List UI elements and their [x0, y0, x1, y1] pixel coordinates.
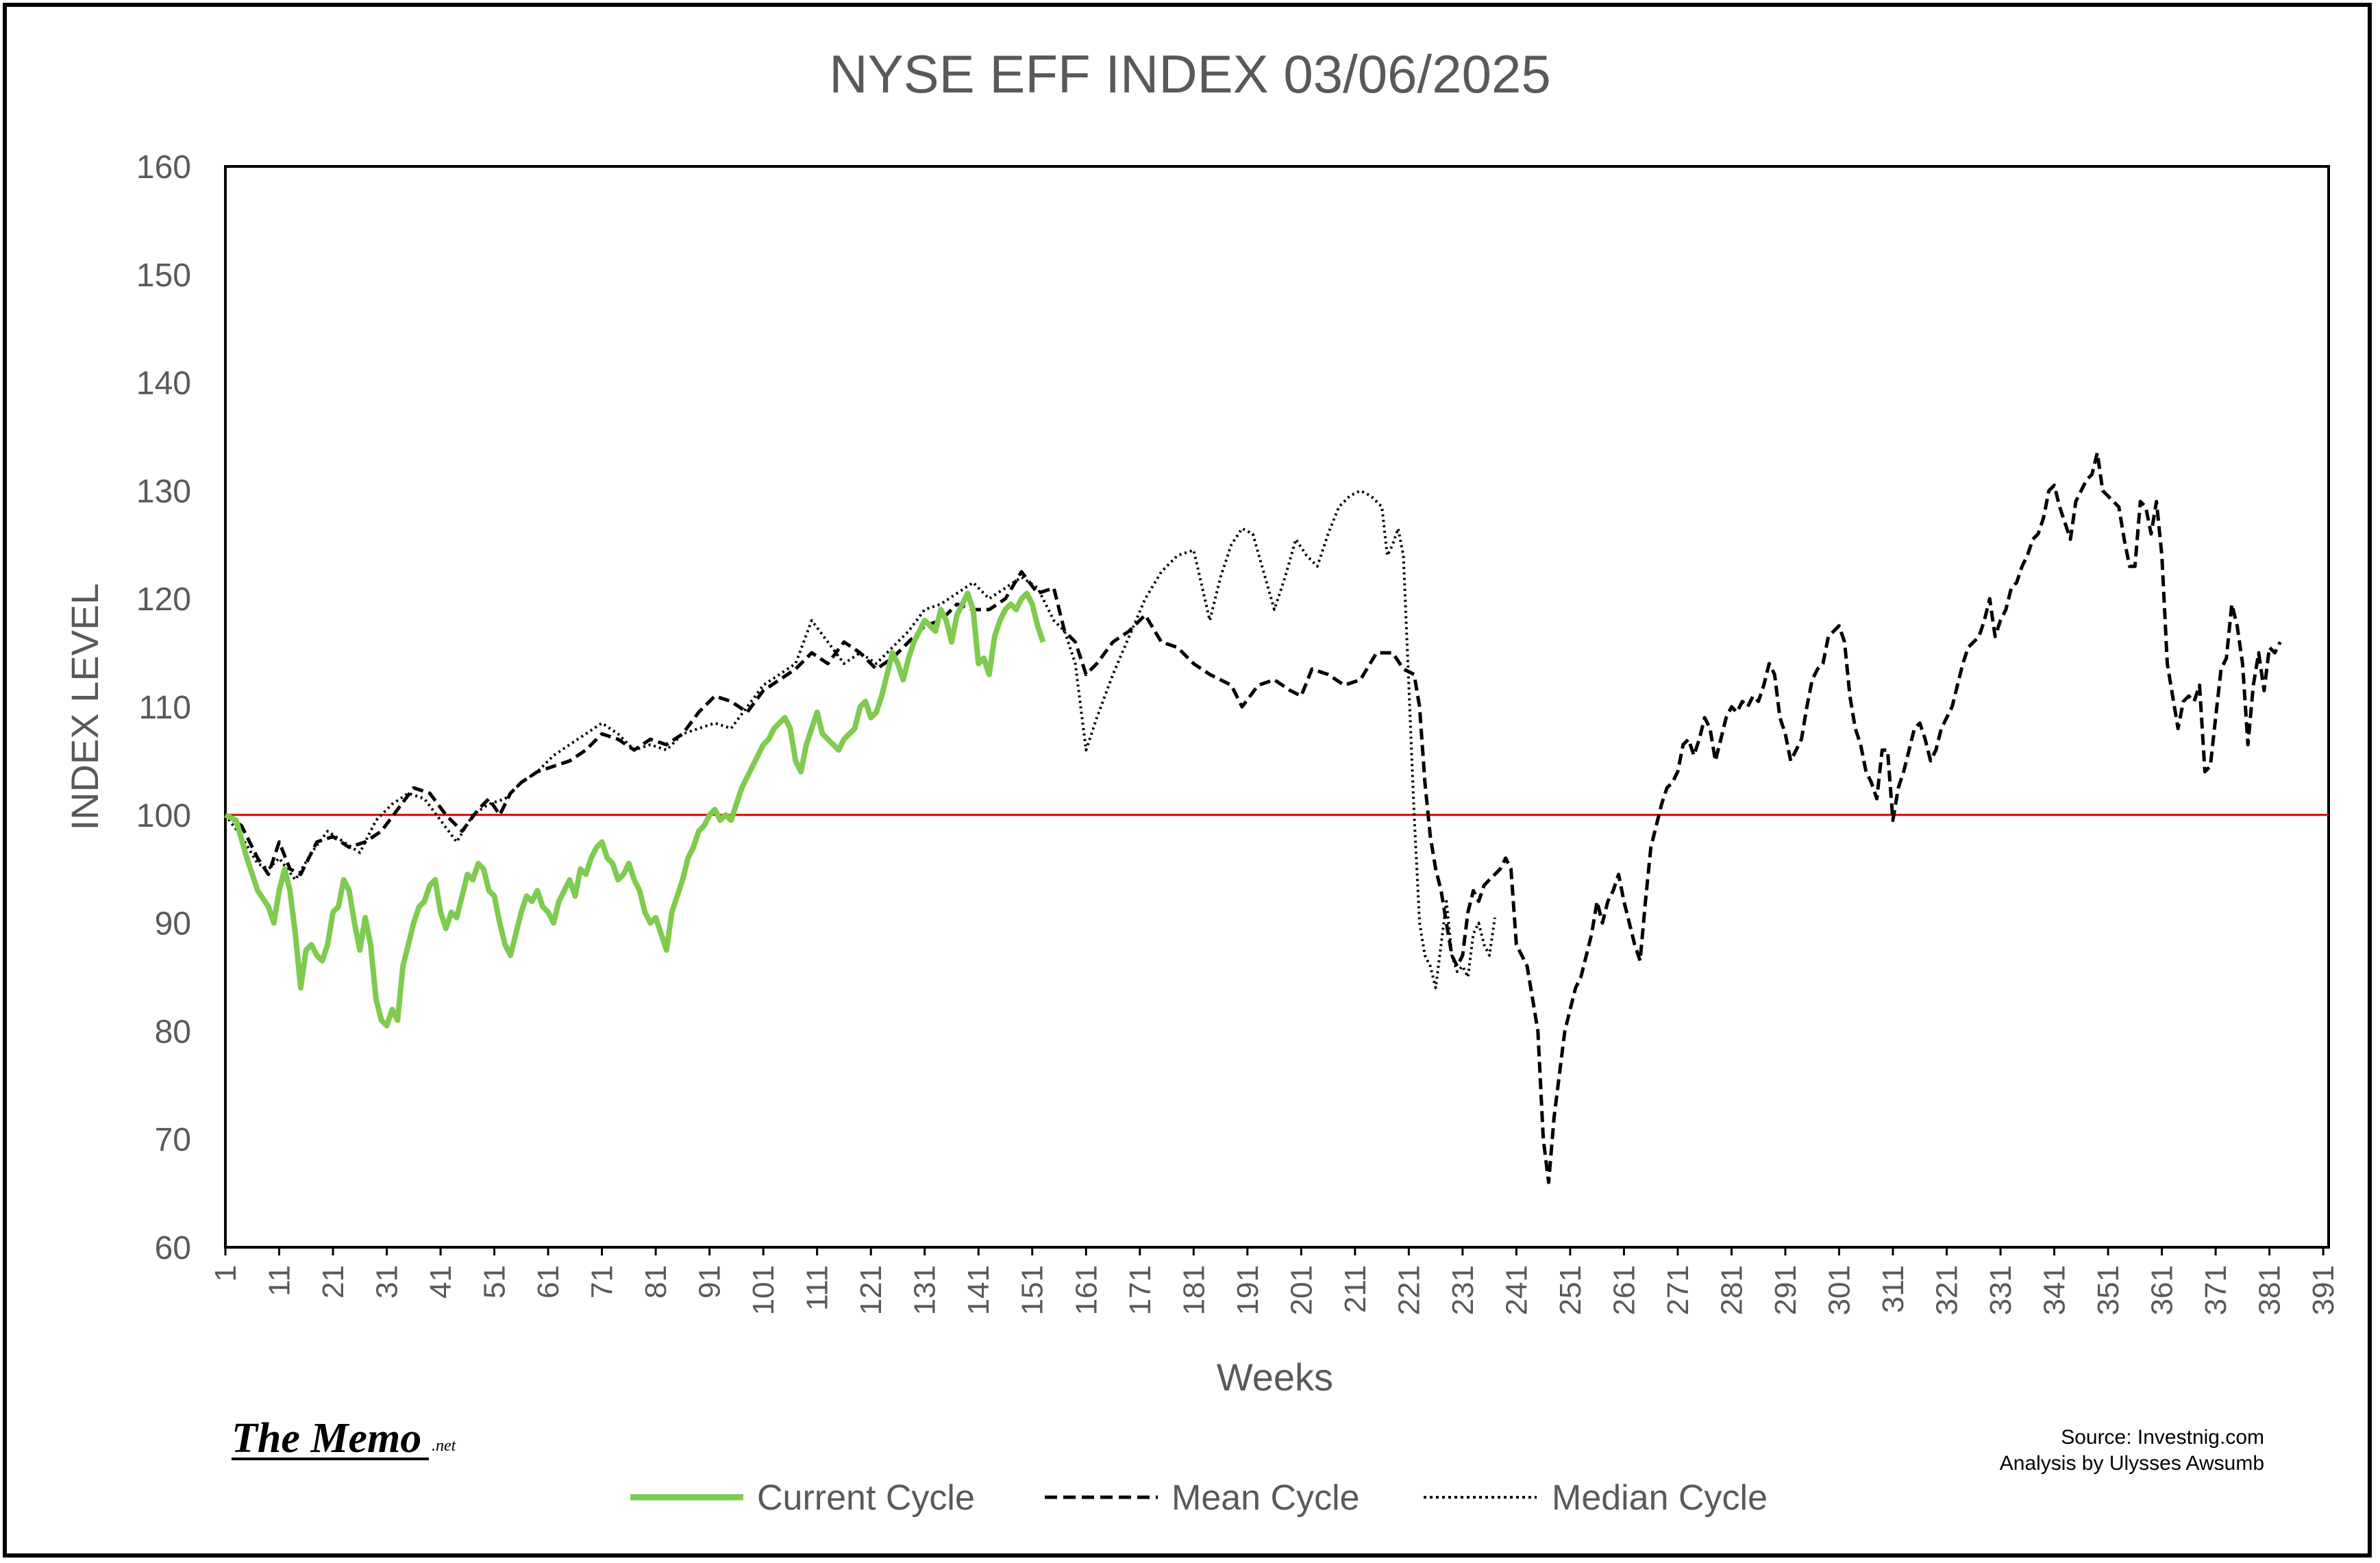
x-tick-label: 51 — [478, 1265, 512, 1299]
legend: Current Cycle Mean Cycle Median Cycle — [630, 1478, 1768, 1518]
x-tick-label: 341 — [2038, 1265, 2072, 1315]
x-tick-label: 141 — [962, 1265, 995, 1315]
x-tick-label: 361 — [2146, 1265, 2179, 1315]
series-layer — [224, 451, 2282, 1184]
y-tick-label: 60 — [155, 1230, 191, 1266]
x-tick-label: 371 — [2199, 1265, 2233, 1315]
logo: The Memo .net — [232, 1415, 457, 1462]
legend-median-label: Median Cycle — [1552, 1478, 1768, 1518]
x-tick-label: 351 — [2092, 1265, 2125, 1315]
x-tick-label: 101 — [747, 1265, 780, 1315]
y-tick-label: 120 — [136, 582, 191, 618]
x-axis-label: Weeks — [1217, 1355, 1333, 1399]
x-tick-label: 251 — [1554, 1265, 1587, 1315]
x-tick-label: 111 — [801, 1265, 834, 1311]
x-tick-label: 151 — [1016, 1265, 1050, 1315]
x-tick-label: 131 — [908, 1265, 942, 1315]
x-tick-label: 171 — [1124, 1265, 1157, 1315]
y-tick-label: 100 — [136, 798, 191, 834]
logo-suffix: .net — [432, 1437, 457, 1455]
x-tick-label: 221 — [1392, 1265, 1426, 1315]
y-tick-label: 70 — [155, 1122, 191, 1158]
y-tick-label: 160 — [136, 149, 191, 186]
x-tick-label: 201 — [1285, 1265, 1318, 1315]
x-tick-label: 11 — [263, 1265, 297, 1297]
x-tick-label: 31 — [371, 1265, 404, 1299]
y-axis-label: INDEX LEVEL — [63, 583, 106, 830]
legend-mean-label: Mean Cycle — [1172, 1478, 1360, 1518]
x-tick-label: 241 — [1500, 1265, 1533, 1315]
y-tick-label: 90 — [155, 906, 191, 942]
y-axis-ticks: 60 70 80 90 100 110 120 130 140 150 160 — [136, 149, 191, 1266]
x-tick-label: 231 — [1446, 1265, 1480, 1315]
x-tick-label: 61 — [532, 1265, 565, 1299]
x-tick-label: 311 — [1876, 1265, 1910, 1313]
x-tick-label: 191 — [1231, 1265, 1265, 1315]
plot-area — [224, 165, 2330, 1249]
x-tick-label: 381 — [2253, 1265, 2287, 1315]
x-tick-label: 181 — [1177, 1265, 1211, 1315]
x-tick-label: 261 — [1607, 1265, 1641, 1315]
x-tick-label: 1 — [209, 1265, 243, 1281]
y-tick-label: 110 — [138, 690, 191, 726]
series-line-current-cycle — [224, 590, 1046, 1029]
y-tick-label: 80 — [155, 1014, 191, 1050]
x-tick-label: 121 — [854, 1265, 888, 1315]
x-tick-label: 271 — [1661, 1265, 1695, 1315]
y-tick-label: 140 — [136, 366, 191, 402]
y-tick-label: 130 — [136, 473, 191, 510]
analysis-line: Analysis by Ulysses Awsumb — [2000, 1452, 2264, 1475]
x-tick-label: 41 — [424, 1265, 458, 1299]
x-tick-label: 301 — [1822, 1265, 1856, 1315]
chart-title: NYSE EFF INDEX 03/06/2025 — [829, 44, 1551, 104]
x-tick-label: 291 — [1769, 1265, 1802, 1315]
x-tick-label: 331 — [1984, 1265, 2018, 1315]
x-axis-ticks: 1 11 21 31 41 51 61 71 81 91 101 111 121 131 141 151 161… — [209, 1247, 2340, 1315]
x-tick-label: 391 — [2307, 1265, 2340, 1315]
x-tick-label: 71 — [586, 1265, 619, 1299]
y-tick-label: 150 — [136, 258, 191, 294]
legend-current-label: Current Cycle — [757, 1478, 975, 1518]
x-tick-label: 321 — [1931, 1265, 1964, 1315]
x-tick-label: 281 — [1715, 1265, 1748, 1315]
x-tick-label: 21 — [317, 1265, 350, 1299]
logo-text: The Memo — [232, 1415, 421, 1462]
x-tick-label: 91 — [693, 1265, 727, 1299]
source-line: Source: Investnig.com — [2061, 1426, 2264, 1449]
x-tick-label: 161 — [1069, 1265, 1103, 1315]
x-tick-label: 81 — [639, 1265, 673, 1299]
x-tick-label: 211 — [1339, 1265, 1372, 1313]
